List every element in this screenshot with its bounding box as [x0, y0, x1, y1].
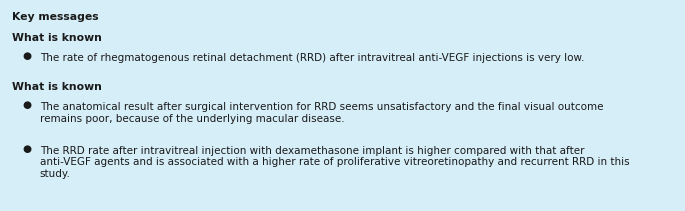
Text: Key messages: Key messages	[12, 12, 99, 22]
Text: The rate of rhegmatogenous retinal detachment (RRD) after intravitreal anti-VEGF: The rate of rhegmatogenous retinal detac…	[40, 53, 584, 63]
Text: The anatomical result after surgical intervention for RRD seems unsatisfactory a: The anatomical result after surgical int…	[40, 102, 603, 124]
Text: ●: ●	[23, 51, 32, 61]
Text: ●: ●	[23, 143, 32, 154]
Text: The RRD rate after intravitreal injection with dexamethasone implant is higher c: The RRD rate after intravitreal injectio…	[40, 146, 630, 179]
Text: What is known: What is known	[12, 82, 102, 92]
Text: What is known: What is known	[12, 33, 102, 43]
Text: ●: ●	[23, 100, 32, 110]
